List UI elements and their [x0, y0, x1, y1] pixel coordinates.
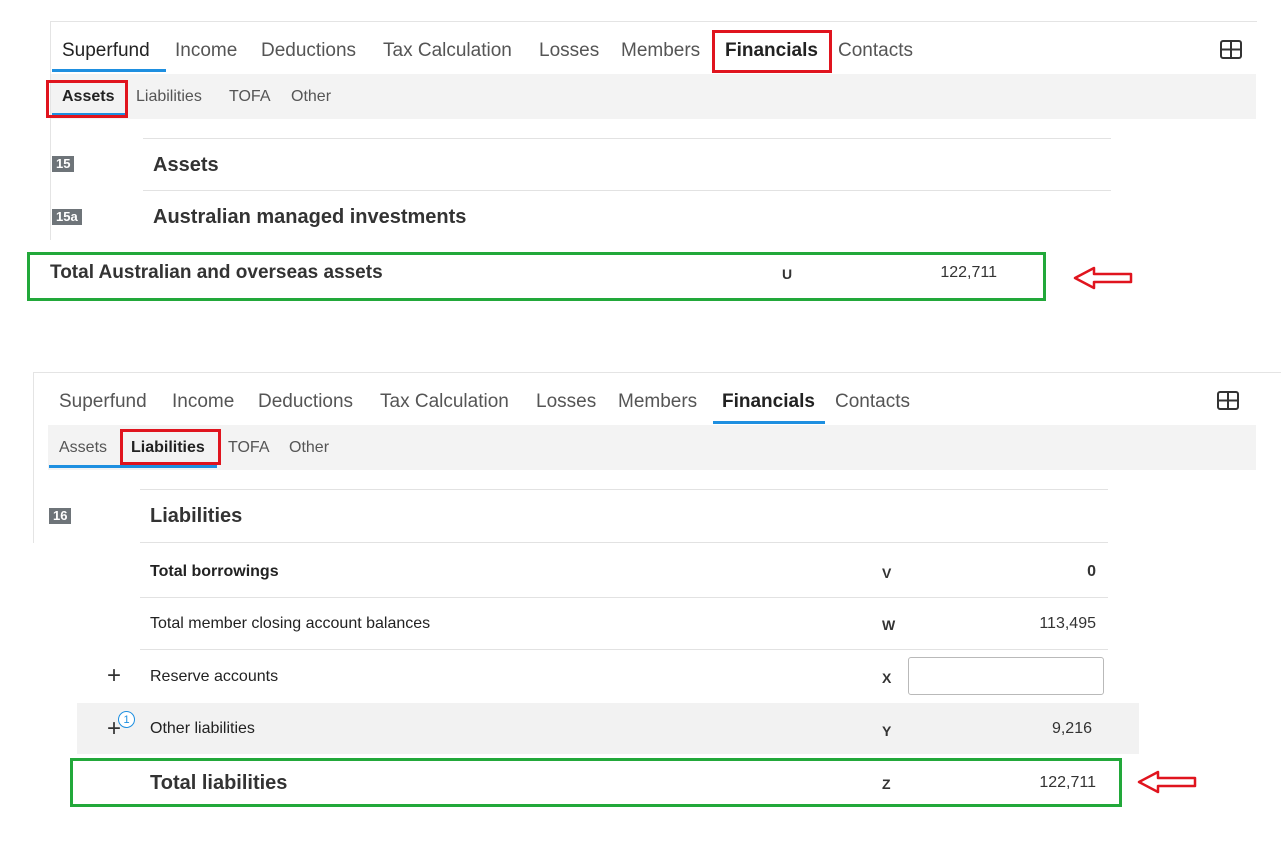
- tab-contacts[interactable]: Contacts: [838, 40, 913, 61]
- total-liabilities-value: 122,711: [1039, 774, 1096, 791]
- row-value: 0: [1087, 563, 1096, 580]
- tab-deductions[interactable]: Deductions: [258, 391, 354, 412]
- tab-members[interactable]: Members: [618, 391, 698, 412]
- divider: [140, 649, 1108, 650]
- row-label-total-borrowings: Total borrowings: [150, 563, 279, 580]
- divider: [140, 489, 1108, 490]
- subtab-bar: [48, 425, 1256, 470]
- reserve-accounts-input[interactable]: [908, 657, 1104, 695]
- total-assets-value: 122,711: [940, 264, 997, 281]
- total-assets-code: U: [782, 266, 793, 282]
- section-title-liabilities: Liabilities: [150, 505, 243, 527]
- subtab-tofa[interactable]: TOFA: [229, 88, 271, 105]
- arrow-left-icon: [1073, 266, 1133, 290]
- row-label-reserve-accounts: Reserve accounts: [150, 668, 279, 685]
- tab-superfund[interactable]: Superfund: [62, 40, 150, 61]
- total-assets-label: Total Australian and overseas assets: [50, 262, 383, 283]
- subtab-liabilities[interactable]: Liabilities: [136, 88, 202, 105]
- tab-losses[interactable]: Losses: [539, 40, 600, 61]
- highlight-total-assets: [27, 252, 1046, 301]
- active-tab-indicator: [52, 69, 166, 72]
- highlight-assets: [46, 80, 128, 118]
- tab-contacts[interactable]: Contacts: [835, 391, 910, 412]
- count-badge: 1: [118, 711, 135, 728]
- divider: [140, 542, 1108, 543]
- section-badge: 15a: [52, 209, 82, 225]
- tab-tax-calculation[interactable]: Tax Calculation: [380, 391, 509, 412]
- row-label-member-balances: Total member closing account balances: [150, 615, 431, 632]
- subtab-liabilities[interactable]: Liabilities: [131, 439, 205, 456]
- tab-tax-calculation[interactable]: Tax Calculation: [383, 40, 512, 61]
- row-code: Y: [882, 723, 892, 739]
- grid-layout-icon[interactable]: [1220, 40, 1242, 59]
- divider: [140, 597, 1108, 598]
- subtab-other[interactable]: Other: [289, 439, 330, 456]
- row-label-other-liabilities: Other liabilities: [150, 720, 255, 737]
- row-code: V: [882, 565, 892, 581]
- expand-plus-icon[interactable]: +: [107, 715, 122, 742]
- divider: [143, 190, 1111, 191]
- subtab-other[interactable]: Other: [291, 88, 332, 105]
- row-code: W: [882, 617, 896, 633]
- tab-members[interactable]: Members: [621, 40, 701, 61]
- subtab-tofa[interactable]: TOFA: [228, 439, 270, 456]
- section-badge: 16: [49, 508, 72, 524]
- row-value: 9,216: [1051, 720, 1092, 737]
- divider: [143, 138, 1111, 139]
- active-subtab-indicator: [52, 113, 126, 116]
- tax-return-panel-assets: [50, 21, 1257, 240]
- tab-superfund[interactable]: Superfund: [59, 391, 147, 412]
- tab-financials[interactable]: Financials: [722, 391, 815, 412]
- section-title-assets: Assets: [153, 154, 219, 176]
- highlight-financials: [712, 30, 832, 73]
- subtab-assets[interactable]: Assets: [59, 439, 108, 456]
- subtab-bar: [51, 74, 1256, 119]
- subtab-assets[interactable]: Assets: [62, 88, 115, 105]
- highlight-total-liabilities: [70, 758, 1122, 807]
- row-value: 113,495: [1039, 615, 1096, 632]
- highlight-liabilities: [120, 429, 221, 465]
- total-liabilities-code: Z: [882, 776, 891, 792]
- tab-deductions[interactable]: Deductions: [261, 40, 357, 61]
- row-code: X: [882, 670, 892, 686]
- arrow-left-icon: [1137, 770, 1197, 794]
- section-badge: 15: [52, 156, 75, 172]
- tab-income[interactable]: Income: [172, 391, 235, 412]
- active-subtab-indicator: [49, 465, 217, 468]
- tab-losses[interactable]: Losses: [536, 391, 597, 412]
- total-liabilities-label: Total liabilities: [150, 772, 288, 794]
- active-tab-indicator: [713, 421, 825, 424]
- tab-financials[interactable]: Financials: [725, 40, 818, 61]
- section-title-managed-investments: Australian managed investments: [153, 206, 467, 228]
- expand-plus-icon[interactable]: +: [107, 662, 122, 689]
- tab-income[interactable]: Income: [175, 40, 238, 61]
- table-row-hovered: [77, 703, 1139, 754]
- grid-layout-icon[interactable]: [1217, 391, 1239, 410]
